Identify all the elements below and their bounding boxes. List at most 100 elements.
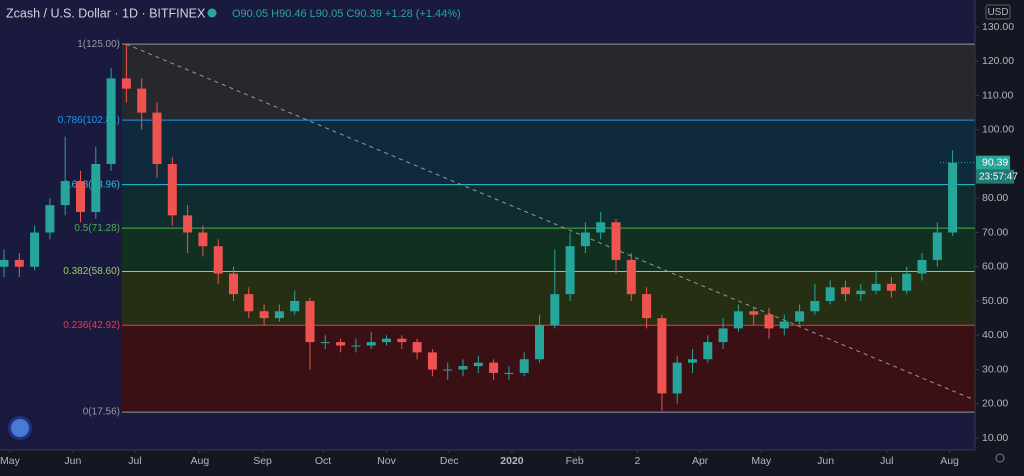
x-tick-label: 2: [634, 455, 640, 467]
candle-body: [764, 314, 774, 329]
candle-body: [535, 324, 544, 360]
candle-body: [473, 362, 483, 367]
candle-body: [550, 294, 560, 325]
candle-body: [948, 162, 958, 233]
candle-body: [0, 259, 9, 267]
candle-body: [60, 181, 70, 206]
status-dot: [207, 8, 217, 18]
candle-body: [183, 215, 193, 233]
candle-body: [519, 359, 529, 373]
fib-zone: [122, 44, 975, 121]
chart-title: Zcash / U.S. Dollar · 1D · BITFINEX: [6, 6, 206, 20]
y-tick-label: 10.00: [982, 432, 1008, 444]
y-tick-label: 20.00: [982, 398, 1008, 410]
fib-label: 0.236(42.92): [63, 320, 120, 331]
candle-body: [779, 321, 789, 329]
currency-box[interactable]: [985, 4, 1011, 20]
candle-body: [733, 311, 743, 329]
candle-body: [76, 181, 85, 212]
candle-body: [489, 362, 499, 373]
candle-body: [718, 328, 728, 343]
candle-body: [810, 301, 820, 312]
logo-inner: [11, 419, 29, 437]
last-price-tag: [976, 155, 1010, 170]
candle-body: [596, 222, 606, 233]
y-tick-label: 40.00: [982, 329, 1008, 341]
candle-body: [305, 301, 315, 343]
candle-body: [932, 232, 942, 260]
candle-body: [795, 311, 805, 322]
settings-icon[interactable]: [995, 453, 1005, 463]
y-tick-label: 120.00: [982, 55, 1014, 67]
x-tick-label: Apr: [692, 455, 709, 467]
x-tick-label: Oct: [315, 455, 331, 467]
candle-body: [229, 273, 238, 295]
x-tick-label: 2020: [500, 455, 524, 467]
candle-body: [14, 259, 24, 267]
candle-body: [565, 246, 575, 295]
x-tick-label: Aug: [940, 455, 959, 467]
x-tick-label: Jun: [817, 455, 834, 467]
candle-body: [841, 287, 850, 295]
candle-body: [320, 342, 330, 344]
candle-body: [917, 259, 927, 274]
fib-label: 0.5(71.28): [74, 223, 120, 234]
fib-label: 0.786(102.81): [58, 115, 120, 126]
y-tick-label: 130.00: [982, 21, 1014, 33]
fib-zone: [122, 325, 975, 413]
y-tick-label: 60.00: [982, 261, 1008, 273]
candle-body: [244, 294, 254, 312]
candle-body: [427, 352, 437, 370]
fib-zone: [122, 228, 975, 272]
candle-body: [657, 318, 667, 394]
x-tick-label: May: [0, 455, 21, 467]
x-tick-label: Sep: [253, 455, 272, 467]
y-tick-label: 30.00: [982, 363, 1008, 375]
candle-body: [198, 232, 208, 247]
candle-body: [871, 283, 881, 291]
candle-body: [688, 359, 697, 363]
countdown: 23:57:47: [979, 171, 1018, 182]
candle-body: [825, 287, 835, 301]
fib-label: 0(17.56): [83, 407, 120, 418]
y-tick-label: 110.00: [982, 89, 1013, 101]
candle-body: [259, 311, 269, 319]
x-tick-label: Feb: [566, 455, 584, 467]
fib-label: 1(125.00): [77, 39, 120, 50]
candle-body: [274, 311, 284, 319]
time-axis: [0, 450, 975, 471]
y-tick-label: 50.00: [982, 295, 1008, 307]
x-tick-label: Jun: [64, 455, 81, 467]
x-tick-label: Jul: [128, 455, 141, 467]
price-axis: [975, 0, 1024, 471]
candle-body: [611, 222, 621, 260]
fib-zone: [122, 120, 975, 185]
candle-body: [412, 342, 422, 353]
fib-label: 0.382(58.60): [63, 266, 120, 277]
candle-body: [504, 372, 514, 374]
candle-body: [382, 338, 391, 343]
countdown-tag: [976, 169, 1014, 184]
candle-body: [642, 294, 652, 319]
candle-body: [351, 345, 361, 347]
candle-body: [213, 246, 223, 274]
x-tick-label: Dec: [440, 455, 459, 467]
candle-body: [749, 311, 759, 315]
trend-line: [125, 43, 1016, 418]
candle-body: [902, 273, 912, 291]
candle-body: [45, 205, 55, 233]
candle-body: [580, 232, 590, 247]
x-tick-label: Jul: [880, 455, 893, 467]
candle-body: [91, 164, 101, 212]
candle-body: [443, 369, 453, 371]
candle-body: [121, 78, 131, 89]
candle-body: [152, 112, 162, 164]
candle-body: [167, 164, 177, 216]
y-tick-label: 100.00: [982, 124, 1014, 136]
candle-body: [366, 342, 376, 346]
x-tick-label: Aug: [190, 455, 209, 467]
ohlc-summary: O90.05 H90.46 L90.05 C90.39 +1.28 (+1.44…: [232, 8, 461, 20]
candle-body: [626, 259, 636, 295]
